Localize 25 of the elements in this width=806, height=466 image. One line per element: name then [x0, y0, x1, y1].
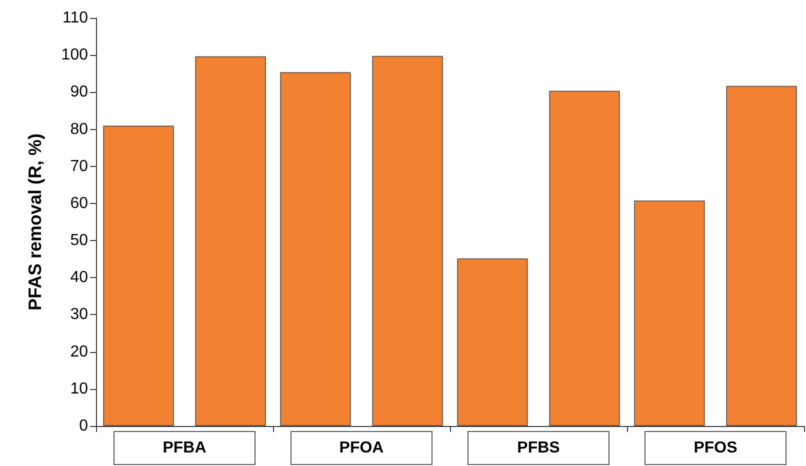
y-tick-label: 80	[70, 120, 88, 138]
y-tick-label: 110	[62, 10, 88, 26]
x-tick-label: PFBA	[162, 440, 207, 456]
x-tick-label: PFOS	[694, 440, 738, 456]
bar	[634, 200, 705, 426]
y-tick-label: 30	[70, 306, 88, 324]
y-tick-label: 70	[70, 158, 88, 175]
x-tick-label: PFOA	[339, 440, 384, 456]
bar	[103, 126, 174, 426]
y-tick-label: 50	[70, 232, 88, 250]
bar	[280, 72, 351, 426]
y-tick-label: 90	[70, 84, 88, 101]
y-tick-label: 60	[70, 194, 88, 212]
bar	[457, 258, 528, 426]
y-axis-title: PFAS removal (R, %)	[25, 133, 45, 311]
y-tick-label: 40	[70, 269, 88, 286]
y-tick-label: 100	[61, 46, 88, 64]
bar	[195, 56, 266, 426]
y-tick-label: 0	[79, 418, 88, 434]
bar	[372, 56, 443, 426]
y-tick-label: 10	[70, 380, 88, 398]
x-tick-label: PFBS	[517, 440, 560, 456]
bar	[549, 90, 620, 426]
bar	[726, 86, 797, 426]
y-tick-label: 20	[70, 343, 88, 360]
